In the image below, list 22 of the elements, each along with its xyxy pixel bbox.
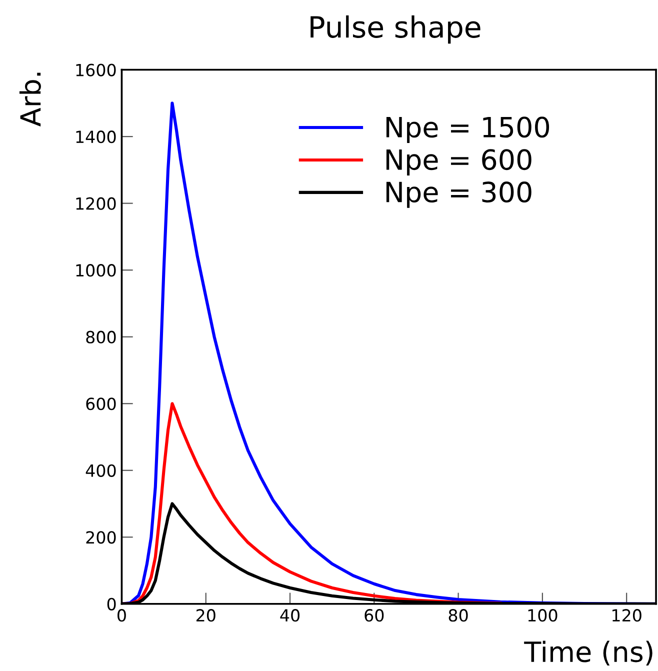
y-tick-label: 200	[86, 531, 116, 544]
y-tick-label: 1200	[76, 197, 116, 210]
y-tick-label: 1000	[76, 264, 116, 277]
y-tick-label: 1400	[76, 130, 116, 144]
x-axis-title: Time (ns)	[524, 640, 652, 666]
y-tick-label: 800	[86, 330, 116, 344]
legend-label: Npe = 1500	[386, 116, 550, 144]
y-axis-title: Arb.	[19, 72, 41, 126]
x-tick-label: 80	[448, 609, 468, 622]
legend-label: Npe = 600	[386, 149, 532, 176]
x-tick-label: 40	[280, 609, 300, 622]
y-tick-label: 1600	[76, 64, 116, 76]
y-tick-label: 600	[86, 398, 116, 410]
x-tick-label: 120	[612, 609, 642, 622]
x-tick-label: 60	[364, 609, 384, 622]
chart-title: Pulse shape	[310, 15, 480, 44]
y-tick-label: 0	[107, 598, 116, 610]
x-tick-label: 20	[196, 609, 216, 622]
x-tick-label: 100	[528, 609, 558, 622]
legend-label: Npe = 300	[386, 182, 532, 208]
y-tick-label: 400	[86, 464, 116, 477]
x-tick-label: 0	[118, 609, 126, 622]
